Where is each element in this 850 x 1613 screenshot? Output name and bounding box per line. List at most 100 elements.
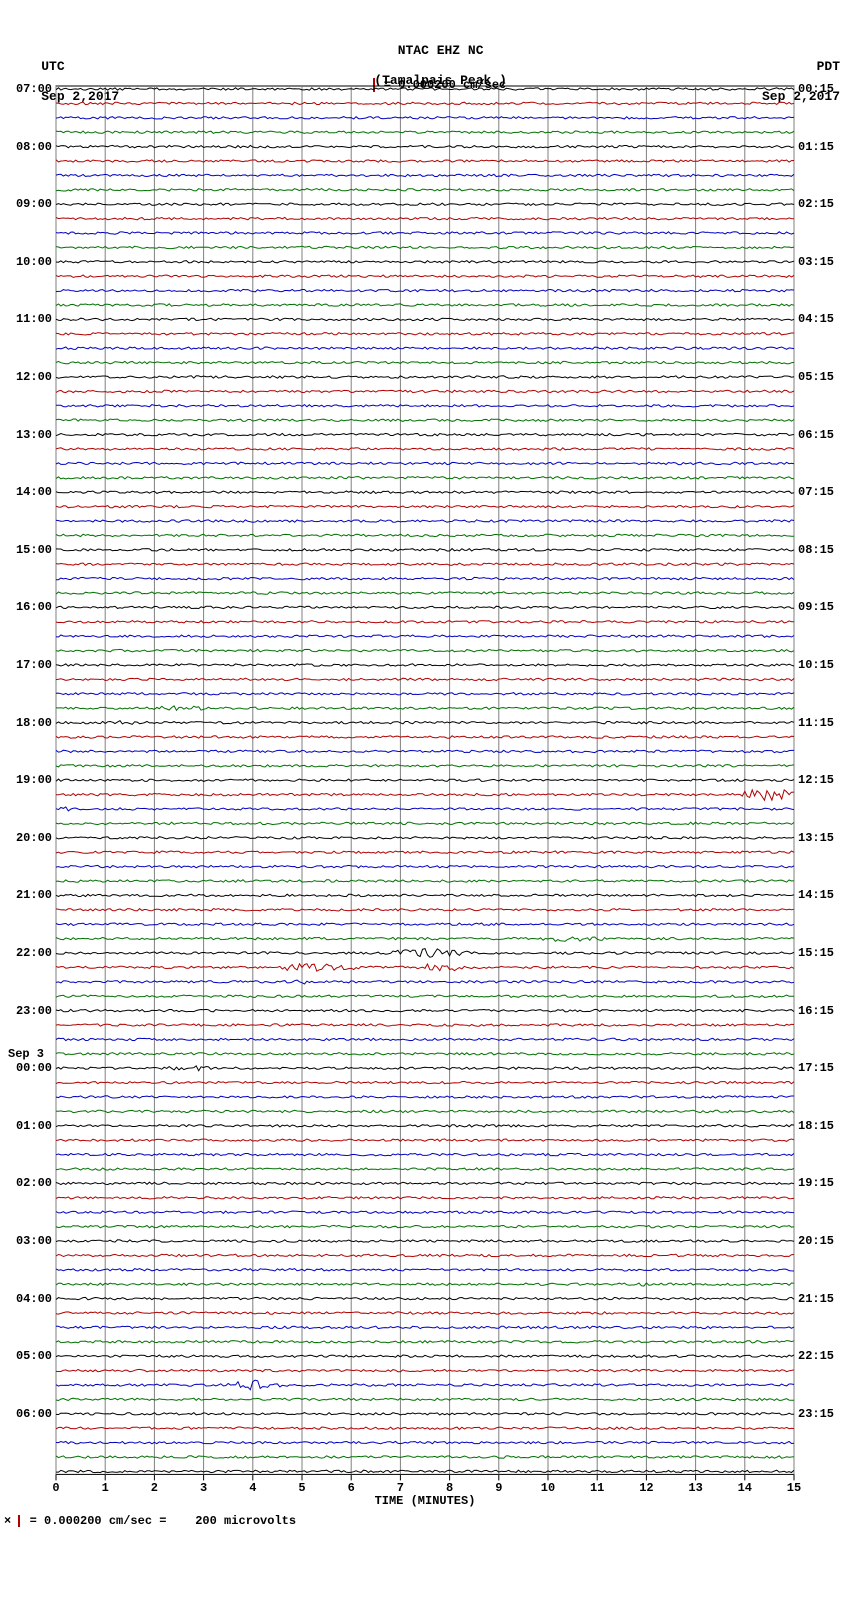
x-tick-label: 13 [688, 1481, 702, 1495]
trace [56, 807, 794, 811]
utc-time-label: 04:00 [0, 1292, 52, 1306]
utc-time-label: 07:00 [0, 82, 52, 96]
trace [56, 246, 794, 248]
x-tick-label: 0 [52, 1481, 59, 1495]
trace [56, 347, 794, 349]
pdt-time-label: 05:15 [798, 370, 834, 384]
trace [56, 923, 794, 925]
footer-scale: × = 0.000200 cm/sec = 200 microvolts [4, 1514, 296, 1528]
utc-time-label: 05:00 [0, 1349, 52, 1363]
utc-time-label: 18:00 [0, 716, 52, 730]
trace [56, 1053, 794, 1055]
trace [56, 549, 794, 551]
trace [56, 1326, 794, 1328]
trace [56, 1470, 794, 1472]
x-tick-label: 4 [249, 1481, 256, 1495]
utc-time-label: 15:00 [0, 543, 52, 557]
pdt-time-label: 01:15 [798, 140, 834, 154]
utc-time-label: 19:00 [0, 773, 52, 787]
pdt-time-label: 02:15 [798, 197, 834, 211]
pdt-time-label: 18:15 [798, 1119, 834, 1133]
trace [56, 505, 794, 507]
pdt-time-label: 13:15 [798, 831, 834, 845]
trace [56, 765, 794, 767]
trace [56, 1009, 794, 1011]
trace [56, 1283, 794, 1286]
trace [56, 117, 794, 119]
trace [56, 964, 794, 972]
trace [56, 361, 794, 363]
trace [56, 131, 794, 133]
pdt-time-label: 06:15 [798, 428, 834, 442]
trace [56, 1225, 794, 1227]
trace [56, 1066, 794, 1071]
trace [56, 577, 794, 579]
pdt-time-label: 00:15 [798, 82, 834, 96]
trace [56, 1038, 794, 1040]
trace [56, 937, 794, 941]
trace [56, 1024, 794, 1026]
utc-time-label: 12:00 [0, 370, 52, 384]
trace [56, 1312, 794, 1314]
trace [56, 1456, 794, 1458]
trace [56, 750, 794, 752]
pdt-time-label: 04:15 [798, 312, 834, 326]
trace [56, 980, 794, 984]
seismogram-page: NTAC EHZ NC (Tamalpais Peak ) = 0.000200… [0, 0, 850, 1569]
trace [56, 1197, 794, 1199]
pdt-time-label: 03:15 [798, 255, 834, 269]
trace [56, 477, 794, 479]
chart-area: 0123456789101112131415TIME (MINUTES)07:0… [0, 0, 850, 1533]
trace [56, 1398, 794, 1400]
seismogram-svg [0, 0, 850, 1533]
trace [56, 706, 794, 711]
pdt-time-label: 09:15 [798, 600, 834, 614]
trace [56, 851, 794, 853]
pdt-time-label: 23:15 [798, 1407, 834, 1421]
utc-time-label: 22:00 [0, 946, 52, 960]
utc-time-label: 03:00 [0, 1234, 52, 1248]
x-axis-label: TIME (MINUTES) [0, 1494, 850, 1508]
pdt-time-label: 11:15 [798, 716, 834, 730]
trace [56, 822, 794, 824]
pdt-time-label: 12:15 [798, 773, 834, 787]
x-tick-label: 14 [738, 1481, 752, 1495]
trace [56, 1413, 794, 1415]
pdt-time-label: 20:15 [798, 1234, 834, 1248]
trace [56, 1139, 794, 1141]
trace [56, 949, 794, 958]
pdt-time-label: 17:15 [798, 1061, 834, 1075]
utc-time-label: 16:00 [0, 600, 52, 614]
trace [56, 1254, 794, 1256]
x-tick-label: 12 [639, 1481, 653, 1495]
utc-time-label: 21:00 [0, 888, 52, 902]
utc-time-label: 14:00 [0, 485, 52, 499]
trace [56, 491, 794, 493]
pdt-time-label: 08:15 [798, 543, 834, 557]
x-tick-label: 11 [590, 1481, 604, 1495]
trace [56, 1168, 794, 1170]
trace [56, 304, 794, 306]
trace [56, 189, 794, 191]
trace [56, 1153, 794, 1155]
trace [56, 664, 794, 666]
trace [56, 376, 794, 378]
trace [56, 520, 794, 522]
trace [56, 1269, 794, 1271]
trace [56, 217, 794, 219]
trace [56, 405, 794, 407]
utc-time-label: 13:00 [0, 428, 52, 442]
trace [56, 1380, 794, 1390]
x-tick-label: 1 [102, 1481, 109, 1495]
trace [56, 174, 794, 176]
pdt-time-label: 19:15 [798, 1176, 834, 1190]
trace [56, 232, 794, 234]
trace [56, 563, 794, 565]
utc-time-label: 00:00 [0, 1061, 52, 1075]
trace [56, 289, 794, 291]
scale-marker-icon [18, 1515, 20, 1527]
trace [56, 894, 794, 896]
trace [56, 318, 794, 320]
trace [56, 1355, 794, 1357]
trace [56, 448, 794, 450]
